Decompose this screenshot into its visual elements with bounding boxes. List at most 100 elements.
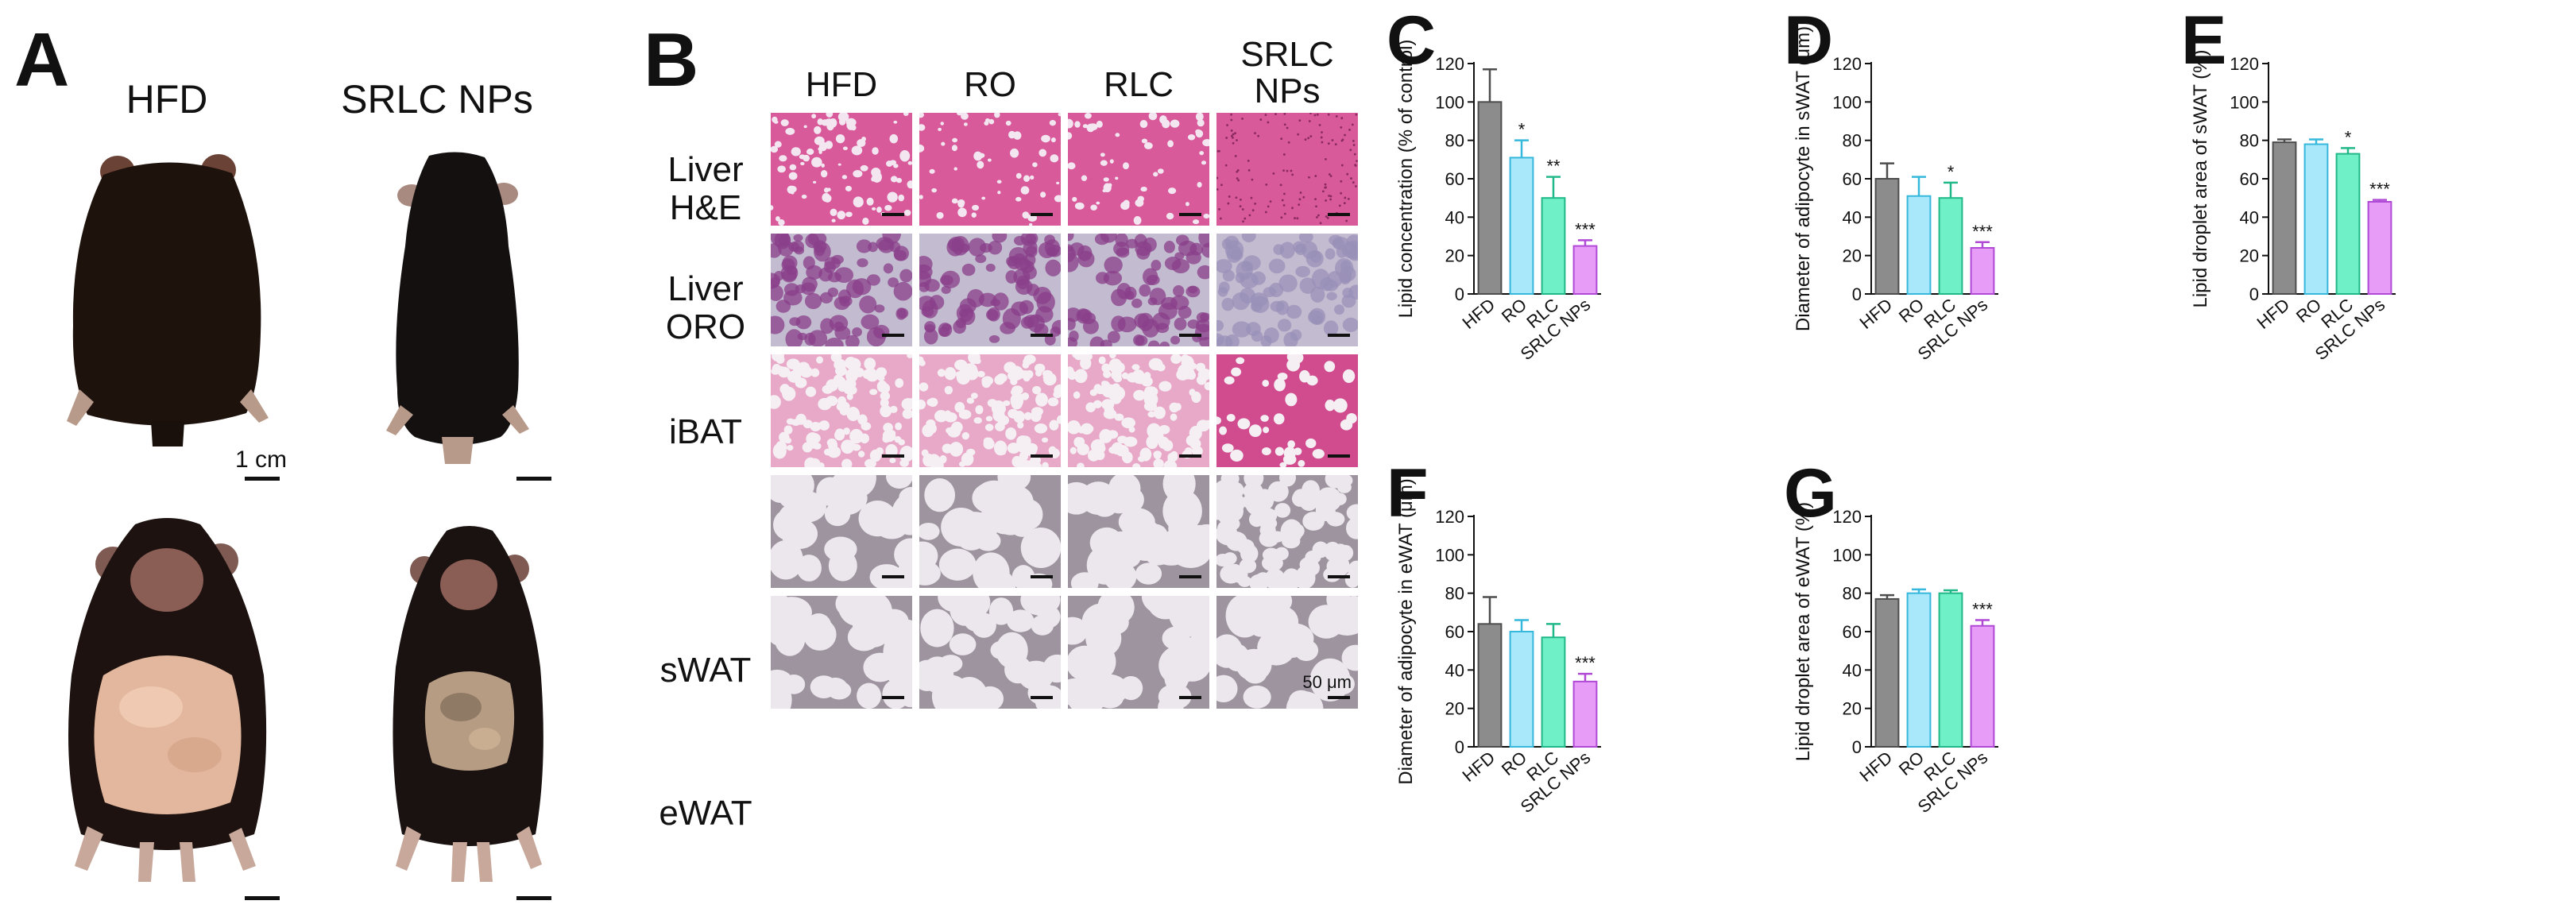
histology-tile-liver-he-ro (919, 113, 1061, 226)
histology-scale-bar (1179, 696, 1201, 699)
significance-marker: *** (1575, 653, 1595, 673)
bar-ro (1509, 157, 1534, 295)
y-tick-label: 80 (1843, 584, 1862, 604)
histology-scale-bar (1031, 575, 1053, 578)
y-axis-label: Diameter of adipocyte in eWAT (μm) (1395, 478, 1417, 785)
bar-hfd (1874, 178, 1900, 295)
panel-a-scale-bar-4 (516, 896, 551, 900)
significance-marker: *** (2369, 180, 2390, 199)
x-tick-label: RO (1498, 295, 1530, 327)
bar-srlc-nps (1572, 245, 1598, 296)
histology-tile-ewat-srlc: 50 μm (1216, 596, 1358, 709)
mouse-srlc-dorsal-photo (386, 152, 529, 464)
y-tick-label: 20 (1445, 246, 1464, 266)
y-tick-label: 40 (2240, 207, 2259, 227)
significance-marker: *** (1575, 219, 1595, 239)
y-tick-label: 0 (1852, 284, 1862, 304)
histology-tile-ewat-rlc (1068, 596, 1209, 709)
histology-tile-ibat-hfd (771, 354, 912, 467)
bar-rlc (1541, 636, 1566, 748)
bar-srlc-nps (2367, 201, 2392, 295)
panel-a-scale-bar-3 (245, 896, 280, 900)
y-tick-label: 20 (2240, 246, 2259, 266)
y-tick-label: 20 (1445, 699, 1464, 719)
panel-a-scale-bar-2 (516, 477, 551, 481)
histology-tile-ibat-ro (919, 354, 1061, 467)
bar-ro (1906, 195, 1932, 295)
histology-tile-ewat-ro (919, 596, 1061, 709)
y-tick-label: 40 (1843, 660, 1862, 680)
bar-srlc-nps (1970, 624, 1995, 748)
y-tick-label: 120 (1435, 507, 1464, 527)
bar-rlc (1541, 197, 1566, 296)
histology-row-ibat: iBAT (668, 412, 743, 451)
y-tick-label: 120 (1832, 54, 1862, 74)
histology-column-hfd: HFD (805, 65, 878, 104)
bar-hfd (1874, 597, 1900, 748)
histology-scale-bar (882, 334, 904, 337)
histology-scale-label: 50 μm (1302, 672, 1352, 692)
panel-label-b: B (644, 17, 699, 102)
significance-marker: * (1518, 120, 1526, 140)
bar-hfd (1477, 623, 1503, 748)
x-tick-label: RO (2292, 295, 2325, 327)
panel-label-e: E (2181, 2, 2226, 79)
y-tick-label: 120 (1435, 54, 1464, 74)
significance-marker: * (2345, 127, 2352, 147)
histology-scale-bar (1328, 213, 1350, 216)
significance-marker: ** (1546, 157, 1561, 176)
x-tick-label: RO (1895, 748, 1928, 779)
y-tick-label: 120 (1832, 507, 1862, 527)
significance-marker: * (1947, 162, 1955, 182)
histology-scale-bar (1031, 454, 1053, 458)
histology-scale-bar (1328, 334, 1350, 337)
mouse-srlc-ventral-photo (393, 526, 543, 882)
y-tick-label: 20 (1843, 699, 1862, 719)
panel-a-group-hfd: HFD (126, 77, 208, 122)
panel-label-f: F (1387, 455, 1429, 532)
histology-row-liver-he: Liver H&E (667, 150, 744, 228)
y-tick-label: 100 (1435, 92, 1464, 112)
histology-tile-swat-ro (919, 475, 1061, 588)
histology-column-rlc: RLC (1103, 65, 1174, 104)
bar-hfd (2272, 141, 2297, 295)
histology-scale-bar (882, 575, 904, 578)
histology-scale-bar (1179, 213, 1201, 216)
histology-tile-ewat-hfd (771, 596, 912, 709)
x-tick-label: HFD (1856, 748, 1897, 786)
bar-hfd (1477, 101, 1503, 296)
histology-column-srlc: SRLC NPs (1240, 35, 1334, 111)
panel-label-c: C (1387, 2, 1436, 79)
panel-a-group-srlc: SRLC NPs (341, 77, 533, 122)
y-tick-label: 80 (1445, 584, 1464, 604)
histology-scale-bar (882, 213, 904, 216)
x-tick-label: RO (1895, 295, 1928, 327)
panel-label-g: G (1784, 455, 1837, 532)
panel-label-d: D (1784, 2, 1833, 79)
y-tick-label: 60 (1445, 169, 1464, 189)
y-tick-label: 100 (1832, 92, 1862, 112)
panel-a-scale-label: 1 cm (235, 446, 288, 473)
bar-ro (1509, 631, 1534, 748)
x-tick-label: HFD (1459, 748, 1499, 786)
y-axis-label: Lipid droplet area of sWAT (%) (2190, 49, 2211, 307)
histology-scale-bar (1031, 696, 1053, 699)
bar-ro (1906, 592, 1932, 748)
x-tick-label: HFD (2253, 295, 2294, 333)
histology-tile-liver-oro-rlc (1068, 234, 1209, 346)
histology-tile-liver-oro-ro (919, 234, 1061, 346)
y-tick-label: 100 (1832, 545, 1862, 565)
histology-scale-bar (1179, 575, 1201, 578)
y-tick-label: 40 (1445, 660, 1464, 680)
bar-ro (2303, 143, 2329, 295)
histology-tile-liver-he-rlc (1068, 113, 1209, 226)
histology-scale-bar (1031, 334, 1053, 337)
y-tick-label: 100 (1435, 545, 1464, 565)
histology-scale-bar (882, 696, 904, 699)
bar-rlc (1938, 197, 1963, 296)
histology-tile-swat-srlc (1216, 475, 1358, 588)
mouse-hfd-dorsal-photo (67, 154, 269, 446)
mouse-hfd-ventral-photo (68, 518, 267, 882)
